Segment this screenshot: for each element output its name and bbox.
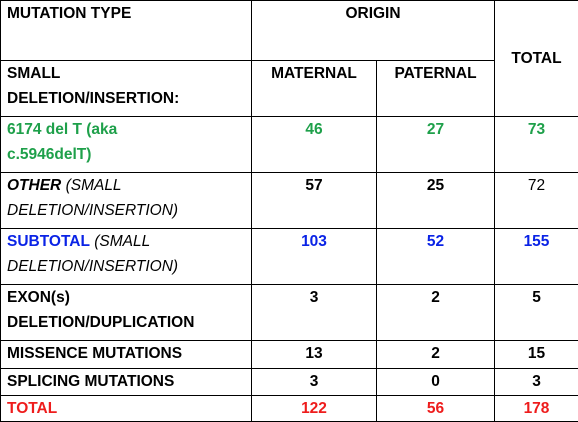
paternal-cell: 52 [377, 229, 495, 285]
paternal-header: PATERNAL [377, 61, 495, 117]
maternal-cell: 3 [252, 369, 377, 396]
table-row: EXON(s) DELETION/DUPLICATION 3 2 5 [1, 285, 578, 341]
total-cell: 73 [495, 117, 578, 173]
row-label-line-1: OTHER (SMALL [7, 173, 245, 198]
table-row: MISSENCE MUTATIONS 13 2 15 [1, 341, 578, 369]
total-cell: 155 [495, 229, 578, 285]
origin-header: ORIGIN [252, 1, 495, 61]
paternal-cell: 2 [377, 341, 495, 369]
paternal-cell: 2 [377, 285, 495, 341]
row-label: 6174 del T (aka c.5946delT) [1, 117, 252, 173]
maternal-cell: 103 [252, 229, 377, 285]
total-cell: 178 [495, 396, 578, 422]
row-label: SPLICING MUTATIONS [1, 369, 252, 396]
row-label-line-2: DELETION/DUPLICATION [7, 310, 245, 335]
table-row: TOTAL 122 56 178 [1, 396, 578, 422]
mutation-type-header: MUTATION TYPE [1, 1, 252, 61]
header-row-origin: MUTATION TYPE ORIGIN TOTAL [1, 1, 578, 61]
paternal-cell: 25 [377, 173, 495, 229]
row-label-strong: OTHER [7, 177, 61, 194]
row-label: MISSENCE MUTATIONS [1, 341, 252, 369]
table-row: 6174 del T (aka c.5946delT) 46 27 73 [1, 117, 578, 173]
row-label-rest: (SMALL [66, 177, 122, 194]
row-label-line-2: c.5946delT) [7, 142, 245, 167]
small-label-line-1: SMALL [7, 61, 245, 86]
row-label-rest: (SMALL [94, 233, 150, 250]
total-cell: 15 [495, 341, 578, 369]
maternal-cell: 122 [252, 396, 377, 422]
small-deletion-insertion-header: SMALL DELETION/INSERTION: [1, 61, 252, 117]
paternal-cell: 0 [377, 369, 495, 396]
total-header: TOTAL [495, 1, 578, 117]
maternal-cell: 13 [252, 341, 377, 369]
maternal-cell: 57 [252, 173, 377, 229]
row-label: EXON(s) DELETION/DUPLICATION [1, 285, 252, 341]
row-label-line-1: EXON(s) [7, 285, 245, 310]
row-label-line-1: 6174 del T (aka [7, 117, 245, 142]
paternal-cell: 56 [377, 396, 495, 422]
row-label: TOTAL [1, 396, 252, 422]
paternal-cell: 27 [377, 117, 495, 173]
total-cell: 5 [495, 285, 578, 341]
maternal-cell: 3 [252, 285, 377, 341]
row-label-line-2: DELETION/INSERTION) [7, 198, 245, 223]
table-row: SUBTOTAL (SMALL DELETION/INSERTION) 103 … [1, 229, 578, 285]
row-label-line-1: SUBTOTAL (SMALL [7, 229, 245, 254]
row-label: SUBTOTAL (SMALL DELETION/INSERTION) [1, 229, 252, 285]
header-row-sub: SMALL DELETION/INSERTION: MATERNAL PATER… [1, 61, 578, 117]
small-label-line-2: DELETION/INSERTION: [7, 86, 245, 111]
maternal-header: MATERNAL [252, 61, 377, 117]
row-label-strong: SUBTOTAL [7, 233, 90, 250]
table-row: OTHER (SMALL DELETION/INSERTION) 57 25 7… [1, 173, 578, 229]
total-cell: 3 [495, 369, 578, 396]
total-cell: 72 [495, 173, 578, 229]
table-row: SPLICING MUTATIONS 3 0 3 [1, 369, 578, 396]
maternal-cell: 46 [252, 117, 377, 173]
row-label-line-2: DELETION/INSERTION) [7, 254, 245, 279]
row-label: OTHER (SMALL DELETION/INSERTION) [1, 173, 252, 229]
